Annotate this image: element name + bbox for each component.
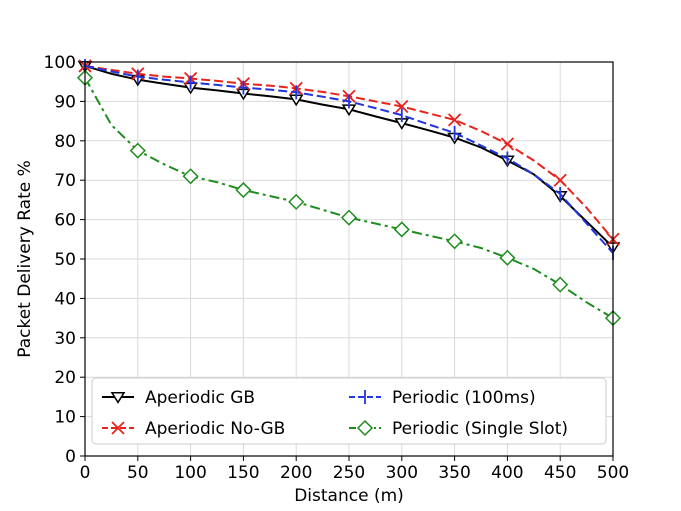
- data-point-marker: [553, 173, 567, 187]
- legend-label: Aperiodic No-GB: [145, 419, 285, 439]
- data-point-marker: [393, 221, 410, 238]
- data-point-marker: [552, 276, 569, 293]
- x-tick-label: 50: [127, 463, 149, 483]
- series-periodic-single-slot: [76, 69, 622, 327]
- x-tick-label: 150: [227, 463, 259, 483]
- y-tick-label: 0: [65, 447, 76, 467]
- x-axis-title: Distance (m): [294, 486, 404, 506]
- y-tick-label: 40: [54, 289, 76, 309]
- legend-item: Periodic (100ms): [349, 388, 536, 408]
- data-point-marker: [500, 137, 515, 151]
- x-tick-label: 500: [597, 463, 629, 483]
- y-tick-label: 80: [54, 132, 76, 152]
- legend: Aperiodic GB Aperiodic No-GB Periodic (100…: [91, 377, 607, 445]
- x-tick-label: 200: [280, 463, 312, 483]
- x-tick-label: 250: [333, 463, 365, 483]
- legend-item: Aperiodic No-GB: [102, 419, 285, 439]
- y-tick-label: 60: [54, 211, 76, 231]
- series-periodic-100ms: [84, 58, 614, 261]
- data-point-marker: [446, 233, 463, 250]
- data-point-marker: [111, 421, 125, 435]
- x-tick-label: 350: [438, 463, 470, 483]
- data-point-marker: [182, 168, 199, 185]
- data-point-marker: [395, 99, 409, 114]
- data-point-marker: [340, 209, 358, 226]
- data-point-marker: [235, 181, 252, 199]
- x-tick-label: 100: [174, 463, 206, 483]
- legend-label: Periodic (100ms): [392, 388, 536, 408]
- y-tick-label: 50: [54, 250, 76, 270]
- data-point-marker: [447, 113, 462, 127]
- data-point-marker: [499, 249, 516, 266]
- data-point-marker: [288, 193, 305, 210]
- y-tick-label: 100: [44, 53, 76, 73]
- legend-label: Aperiodic GB: [145, 388, 255, 408]
- series-line: [84, 77, 614, 319]
- series-lines: [76, 58, 622, 327]
- legend-label: Periodic (Single Slot): [392, 419, 568, 439]
- data-point-marker: [110, 392, 126, 404]
- legend-item: Periodic (Single Slot): [349, 419, 568, 439]
- y-tick-label: 20: [54, 368, 76, 388]
- legend-box: [91, 377, 607, 445]
- x-tick-label: 450: [544, 463, 576, 483]
- legend-item: Aperiodic GB: [102, 388, 255, 408]
- y-tick-label: 30: [54, 329, 76, 349]
- axis-ticks: 0 50 100 150 200 250 300 350 400 450 500 0 10 20 30 40 5…: [44, 53, 630, 483]
- x-tick-label: 300: [386, 463, 418, 483]
- data-point-marker: [129, 142, 146, 159]
- data-point-marker: [356, 419, 374, 437]
- x-tick-label: 400: [491, 463, 523, 483]
- x-tick-label: 0: [80, 463, 91, 483]
- y-axis-title: Packet Delivery Rate %: [15, 160, 35, 358]
- y-tick-label: 70: [54, 171, 76, 191]
- y-tick-label: 90: [54, 92, 76, 112]
- y-tick-label: 10: [54, 408, 76, 428]
